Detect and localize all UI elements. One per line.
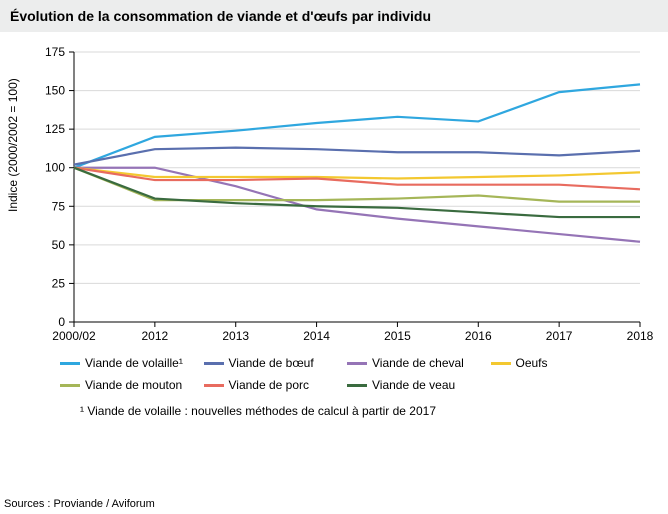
svg-text:2000/02: 2000/02: [52, 329, 96, 343]
svg-text:2017: 2017: [546, 329, 573, 343]
svg-text:0: 0: [58, 315, 65, 329]
legend-label: Viande de porc: [229, 378, 310, 392]
legend-swatch: [491, 362, 511, 365]
svg-text:100: 100: [45, 161, 65, 175]
legend-item: Viande de volaille¹: [60, 356, 198, 370]
legend-swatch: [204, 384, 224, 387]
legend-item: Viande de cheval: [347, 356, 485, 370]
legend-label: Oeufs: [516, 356, 548, 370]
series-line: [74, 148, 640, 165]
svg-text:25: 25: [52, 276, 66, 290]
footnote: ¹ Viande de volaille : nouvelles méthode…: [0, 392, 668, 418]
svg-text:2014: 2014: [303, 329, 330, 343]
legend-item: Viande de mouton: [60, 378, 198, 392]
legend-label: Viande de mouton: [85, 378, 182, 392]
svg-text:2018: 2018: [627, 329, 654, 343]
svg-text:75: 75: [52, 199, 66, 213]
svg-text:175: 175: [45, 45, 65, 59]
svg-text:2016: 2016: [465, 329, 492, 343]
legend-label: Viande de veau: [372, 378, 455, 392]
legend-swatch: [347, 384, 367, 387]
legend-item: Oeufs: [491, 356, 629, 370]
sources-label: Sources : Proviande / Aviforum: [4, 498, 155, 510]
legend-label: Viande de volaille¹: [85, 356, 183, 370]
legend-label: Viande de cheval: [372, 356, 464, 370]
page-title: Évolution de la consommation de viande e…: [0, 0, 668, 32]
svg-text:50: 50: [52, 238, 66, 252]
svg-text:2013: 2013: [222, 329, 249, 343]
svg-text:150: 150: [45, 84, 65, 98]
legend-swatch: [60, 362, 80, 365]
svg-text:125: 125: [45, 122, 65, 136]
svg-text:2012: 2012: [142, 329, 169, 343]
legend: Viande de volaille¹ Viande de bœuf Viande …: [0, 352, 668, 392]
legend-label: Viande de bœuf: [229, 356, 314, 370]
svg-text:2015: 2015: [384, 329, 411, 343]
legend-swatch: [204, 362, 224, 365]
y-axis-label: Indice (2000/2002 = 100): [6, 78, 20, 212]
legend-item: Viande de veau: [347, 378, 485, 392]
legend-item: Viande de bœuf: [204, 356, 342, 370]
legend-swatch: [347, 362, 367, 365]
legend-swatch: [60, 384, 80, 387]
line-chart: 0 25 50 75 100 125 150 175 2000/02 2012 2013 2014 20…: [14, 42, 654, 352]
chart-area: Indice (2000/2002 = 100) 0 25 50 75 100 125 15…: [0, 32, 668, 352]
legend-item: Viande de porc: [204, 378, 342, 392]
chart-container: Évolution de la consommation de viande e…: [0, 0, 668, 514]
